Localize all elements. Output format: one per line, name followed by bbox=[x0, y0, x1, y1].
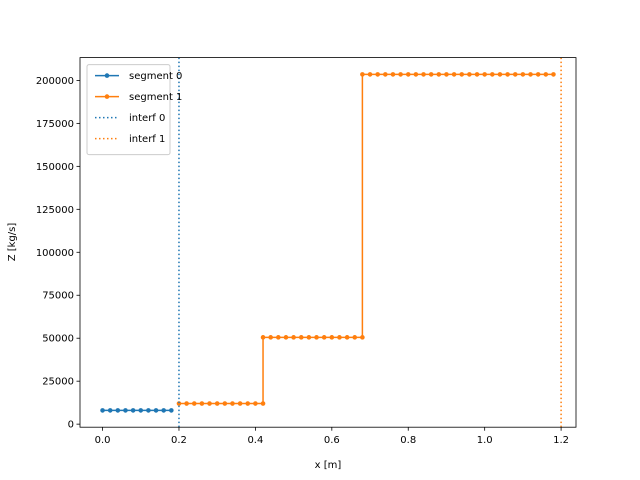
data-point bbox=[237, 401, 243, 406]
data-point bbox=[428, 72, 434, 77]
x-tick-label: 0.8 bbox=[400, 435, 416, 446]
data-point bbox=[367, 72, 373, 77]
data-point bbox=[474, 72, 480, 77]
legend-label: interf 0 bbox=[129, 113, 165, 124]
data-point bbox=[100, 408, 105, 413]
data-point bbox=[352, 335, 358, 340]
legend: segment 0 segment 1 interf 0 interf 1 bbox=[86, 64, 182, 156]
data-point bbox=[222, 401, 228, 406]
data-point bbox=[276, 335, 281, 340]
data-point bbox=[115, 408, 121, 413]
x-tick-label: 1.0 bbox=[477, 435, 493, 446]
data-point bbox=[161, 408, 166, 413]
data-point bbox=[505, 72, 510, 77]
data-point bbox=[260, 401, 266, 406]
data-point bbox=[306, 335, 312, 340]
y-tick-label: 125000 bbox=[36, 205, 74, 216]
y-tick-label: 175000 bbox=[36, 119, 74, 130]
data-point bbox=[436, 72, 442, 77]
data-point bbox=[360, 335, 365, 340]
data-point bbox=[398, 72, 403, 77]
plot-frame bbox=[79, 57, 577, 428]
data-point bbox=[497, 72, 503, 77]
data-point bbox=[535, 72, 541, 77]
y-tick-label: 200000 bbox=[36, 76, 74, 87]
x-axis-label: x [m] bbox=[315, 460, 342, 471]
data-point bbox=[512, 72, 518, 77]
data-point bbox=[405, 72, 411, 77]
y-tick-label: 100000 bbox=[36, 248, 74, 259]
data-point bbox=[283, 335, 289, 340]
y-tick-label: 0 bbox=[68, 420, 74, 431]
legend-box bbox=[86, 64, 171, 156]
legend-marker bbox=[104, 73, 110, 78]
data-point bbox=[543, 72, 549, 77]
data-point bbox=[230, 401, 235, 406]
data-point bbox=[375, 72, 380, 77]
y-tick-label: 25000 bbox=[42, 377, 74, 388]
data-point bbox=[214, 401, 220, 406]
data-point bbox=[253, 401, 258, 406]
legend-label: segment 1 bbox=[129, 92, 182, 103]
data-point bbox=[138, 408, 144, 413]
data-point bbox=[451, 72, 457, 77]
data-point bbox=[169, 408, 174, 413]
data-point bbox=[482, 72, 487, 77]
data-point bbox=[107, 408, 113, 413]
y-axis-label: Z [kg/s] bbox=[7, 223, 18, 262]
data-point bbox=[329, 335, 335, 340]
data-point bbox=[467, 72, 472, 77]
data-point bbox=[444, 72, 449, 77]
data-point bbox=[360, 72, 365, 77]
legend-marker bbox=[104, 94, 110, 99]
data-point bbox=[551, 72, 556, 77]
data-point bbox=[459, 72, 465, 77]
y-tick-label: 75000 bbox=[42, 291, 74, 302]
data-point bbox=[413, 72, 419, 77]
data-point bbox=[344, 335, 350, 340]
series-line bbox=[178, 73, 554, 405]
x-tick-label: 0.6 bbox=[324, 435, 340, 446]
data-point bbox=[268, 335, 273, 340]
data-point bbox=[337, 335, 342, 340]
data-point bbox=[260, 335, 266, 340]
data-point bbox=[421, 72, 426, 77]
data-point bbox=[520, 72, 526, 77]
data-point bbox=[176, 401, 182, 406]
x-tick-label: 0.4 bbox=[247, 435, 263, 446]
data-point bbox=[490, 72, 495, 77]
data-point bbox=[146, 408, 151, 413]
data-point bbox=[390, 72, 396, 77]
data-point bbox=[191, 401, 197, 406]
legend-label: segment 0 bbox=[129, 71, 182, 82]
data-point bbox=[528, 72, 533, 77]
data-point bbox=[245, 401, 251, 406]
data-point bbox=[314, 335, 319, 340]
data-point bbox=[130, 408, 136, 413]
data-point bbox=[207, 401, 212, 406]
data-point bbox=[298, 335, 304, 340]
data-point bbox=[184, 401, 189, 406]
data-point bbox=[383, 72, 388, 77]
data-point bbox=[199, 401, 205, 406]
x-tick-label: 0.0 bbox=[95, 435, 111, 446]
legend-label: interf 1 bbox=[129, 134, 165, 145]
x-tick-label: 0.2 bbox=[171, 435, 187, 446]
y-tick-label: 150000 bbox=[36, 162, 74, 173]
data-point bbox=[321, 335, 327, 340]
data-point bbox=[123, 408, 128, 413]
data-point bbox=[153, 408, 159, 413]
x-tick-label: 1.2 bbox=[553, 435, 569, 446]
data-point bbox=[291, 335, 296, 340]
y-tick-label: 50000 bbox=[42, 334, 74, 345]
